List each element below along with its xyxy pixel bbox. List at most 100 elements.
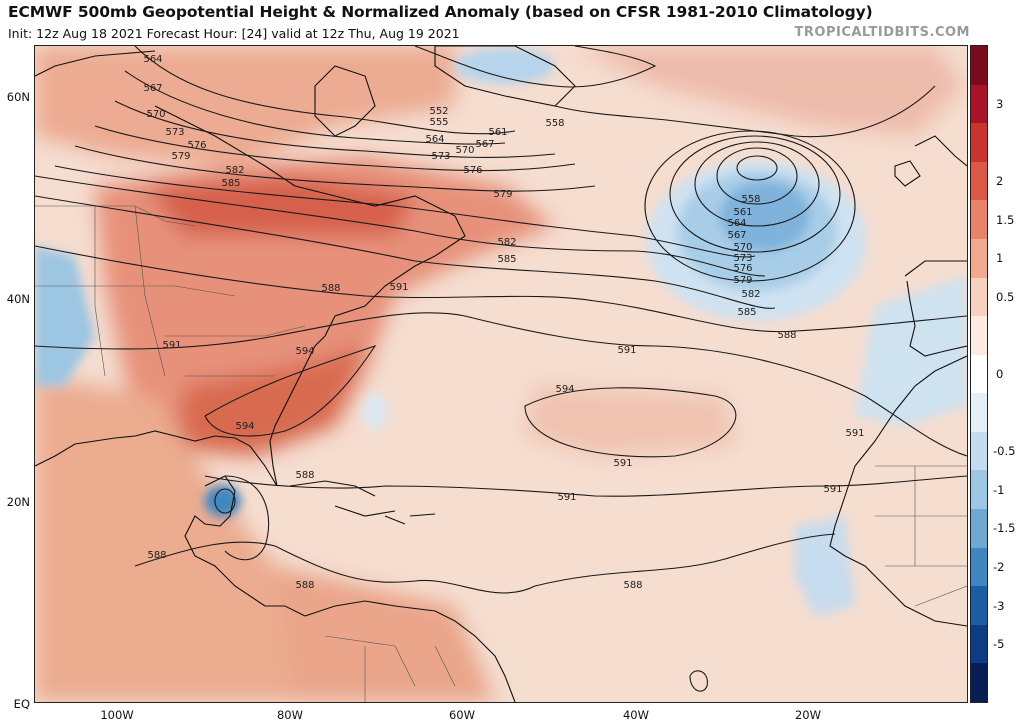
contour-label: 591 [162,340,181,351]
colorbar-tick-label: 2 [996,174,1004,189]
contour-label: 555 [429,117,448,128]
colorbar-segment [971,393,987,433]
contour-label: 579 [493,189,512,200]
colorbar-segment [971,46,987,86]
colorbar-segment [971,470,987,510]
lon-label-100w: 100W [100,708,134,722]
caribbean-islands [289,480,436,525]
colorbar-tick-label: 1.5 [996,212,1015,227]
contour-grace-outer [224,475,270,561]
contour-564 [134,46,516,135]
colorbar-tick-label: 1 [996,251,1004,266]
contour-585 [35,195,776,309]
contour-label: 579 [733,275,752,286]
south-america-coast [304,600,516,702]
colorbar-segment [971,123,987,163]
contour-588 [35,245,967,333]
anomaly-west-africa-cold [795,516,855,616]
colorbar-tick-label: -1.5 [993,521,1016,536]
contour-label: 558 [741,194,760,205]
us-state-borders [35,205,306,377]
contour-570 [114,100,556,159]
contour-label: 591 [557,492,576,503]
contour-label: 582 [497,237,516,248]
contour-low-561 [669,135,841,253]
lat-label-60n: 60N [6,90,30,104]
colorbar-segment [971,547,987,587]
colorbar-tick-label: 3 [996,96,1004,111]
colorbar-segment [971,161,987,201]
colorbar-tick-label: 0.5 [996,289,1015,304]
iberia-coast [904,260,967,357]
contour-582 [35,175,766,277]
contour-label: 564 [143,54,162,65]
contour-label: 573 [165,127,184,138]
contour-label: 561 [488,127,507,138]
contour-greenland-552 [414,46,657,88]
contour-label: 588 [147,550,166,561]
contour-579 [54,165,756,258]
contour-label: 594 [555,384,574,395]
anomaly-trough-core [720,181,810,251]
contour-label: 576 [187,140,206,151]
colorbar-tick-label: -2 [993,559,1005,574]
colorbar-segment [971,354,987,394]
map-title: ECMWF 500mb Geopotential Height & Normal… [8,3,873,21]
contour-label: 591 [389,282,408,293]
contour-low-555 [716,147,798,205]
contour-594-east [524,387,737,458]
lon-label-60w: 60W [448,708,476,722]
colorbar-segment [971,238,987,279]
contour-591 [35,312,967,457]
lat-label-20n: 20N [6,495,30,509]
anomaly-southeast-core [175,346,365,456]
anomaly-subtropical-warm [525,386,735,456]
contour-594-west [204,344,377,437]
contour-label: 558 [545,118,564,129]
north-america-coast [35,50,466,487]
anomaly-colorbar [970,45,988,703]
anomaly-north-warm [35,46,455,166]
colorbar-tick-label: -0.5 [993,444,1016,459]
africa-coast [829,355,967,627]
anomaly-south-america-warm [275,566,495,702]
contour-591-south [204,475,967,497]
africa-borders [875,465,967,607]
credit-watermark: TROPICALTIDBITS.COM [794,25,970,40]
contour-low-552 [736,155,778,181]
contour-label: 576 [463,165,482,176]
contour-label: 588 [623,580,642,591]
anomaly-west-cold [35,246,95,386]
colorbar-segment [971,84,987,124]
contour-grace-inner [214,488,236,514]
contour-label: 594 [295,346,314,357]
colorbar-tick-label: -5 [993,637,1005,652]
contour-label: 591 [617,345,636,356]
colorbar-tick-label: 0 [996,367,1004,381]
colorbar-tick-label: -3 [993,598,1005,613]
anomaly-greenland-cold [455,48,555,84]
contour-label: 570 [455,145,474,156]
contour-label: 588 [777,330,796,341]
contour-576 [74,145,596,192]
contour-573 [94,125,576,172]
colorbar-segment [971,200,987,240]
contour-558 [554,85,936,138]
colorbar-segment [971,586,987,626]
contour-label: 576 [733,263,752,274]
lat-label-eq: EQ [13,697,30,711]
contour-label: 591 [613,458,632,469]
contour-label: 594 [235,421,254,432]
contour-label: 588 [295,580,314,591]
map-plot-area: 564 567 570 573 576 579 582 585 552 555 … [34,45,968,703]
contour-label: 564 [425,134,444,145]
colorbar-segment [971,624,987,664]
map-subtitle: Init: 12z Aug 18 2021 Forecast Hour: [24… [8,26,460,41]
colorbar-segment [971,431,987,471]
contour-label: 561 [733,207,752,218]
contour-label: 567 [727,230,746,241]
south-america-borders [324,635,456,702]
contour-low-558 [694,141,820,227]
contour-label: 567 [475,139,494,150]
anomaly-map-svg: 564 567 570 573 576 579 582 585 552 555 … [35,46,967,702]
